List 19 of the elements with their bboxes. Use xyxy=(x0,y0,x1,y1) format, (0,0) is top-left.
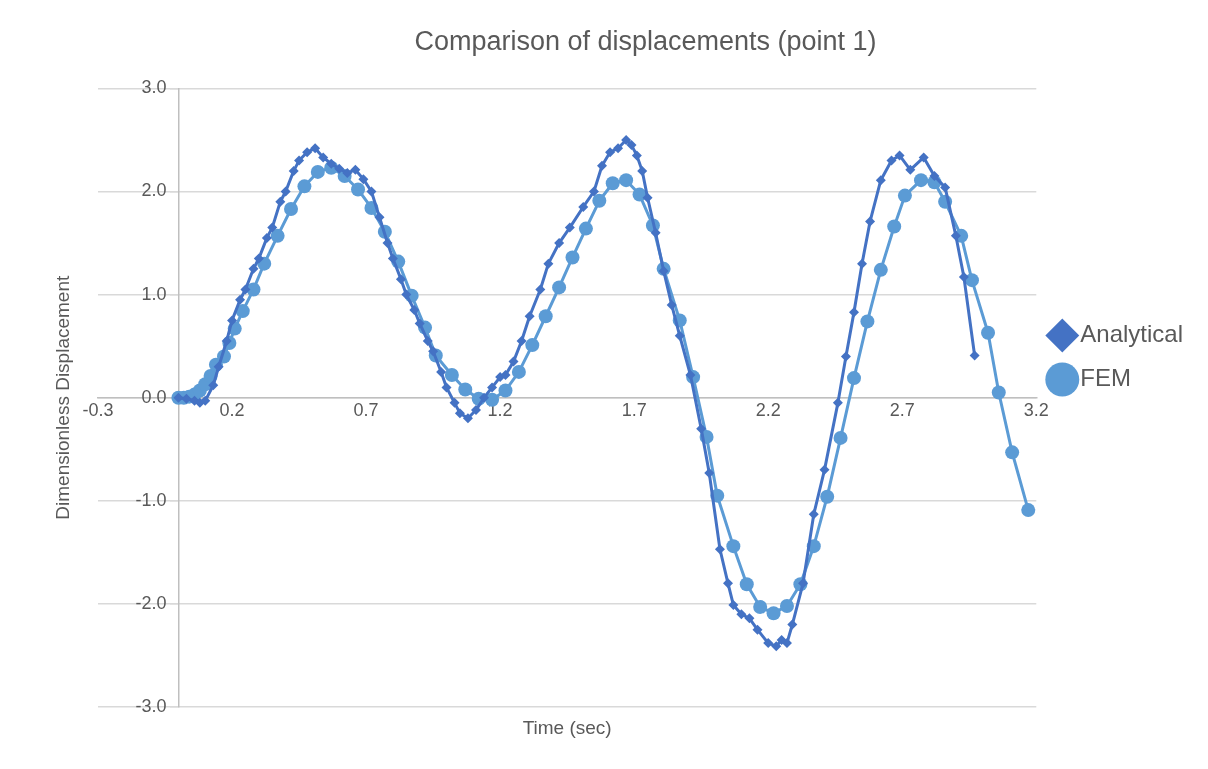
x-tick-label: 3.2 xyxy=(1023,400,1049,421)
x-axis-title: Time (sec) xyxy=(522,717,612,739)
y-tick-label: 3.0 xyxy=(141,77,167,98)
x-tick-label: 0.7 xyxy=(353,400,379,421)
x-tick-label: -0.3 xyxy=(82,400,114,421)
y-tick-label: 2.0 xyxy=(141,180,167,201)
y-tick-label: -2.0 xyxy=(135,592,167,613)
y-axis-title: Dimensionless Displacement xyxy=(52,275,74,520)
legend-label: Analytical xyxy=(1080,320,1183,348)
x-tick-label: 1.7 xyxy=(621,400,647,421)
legend-label: FEM xyxy=(1080,364,1131,392)
y-tick-label: 0.0 xyxy=(141,386,167,407)
y-tick-label: 1.0 xyxy=(141,283,167,304)
x-tick-label: 2.7 xyxy=(889,400,915,421)
x-tick-label: 2.2 xyxy=(755,400,781,421)
x-tick-label: 0.2 xyxy=(219,400,245,421)
y-tick-label: -1.0 xyxy=(135,489,167,510)
y-tick-label: -3.0 xyxy=(135,695,167,716)
chart-title: Comparison of displacements (point 1) xyxy=(414,25,877,56)
